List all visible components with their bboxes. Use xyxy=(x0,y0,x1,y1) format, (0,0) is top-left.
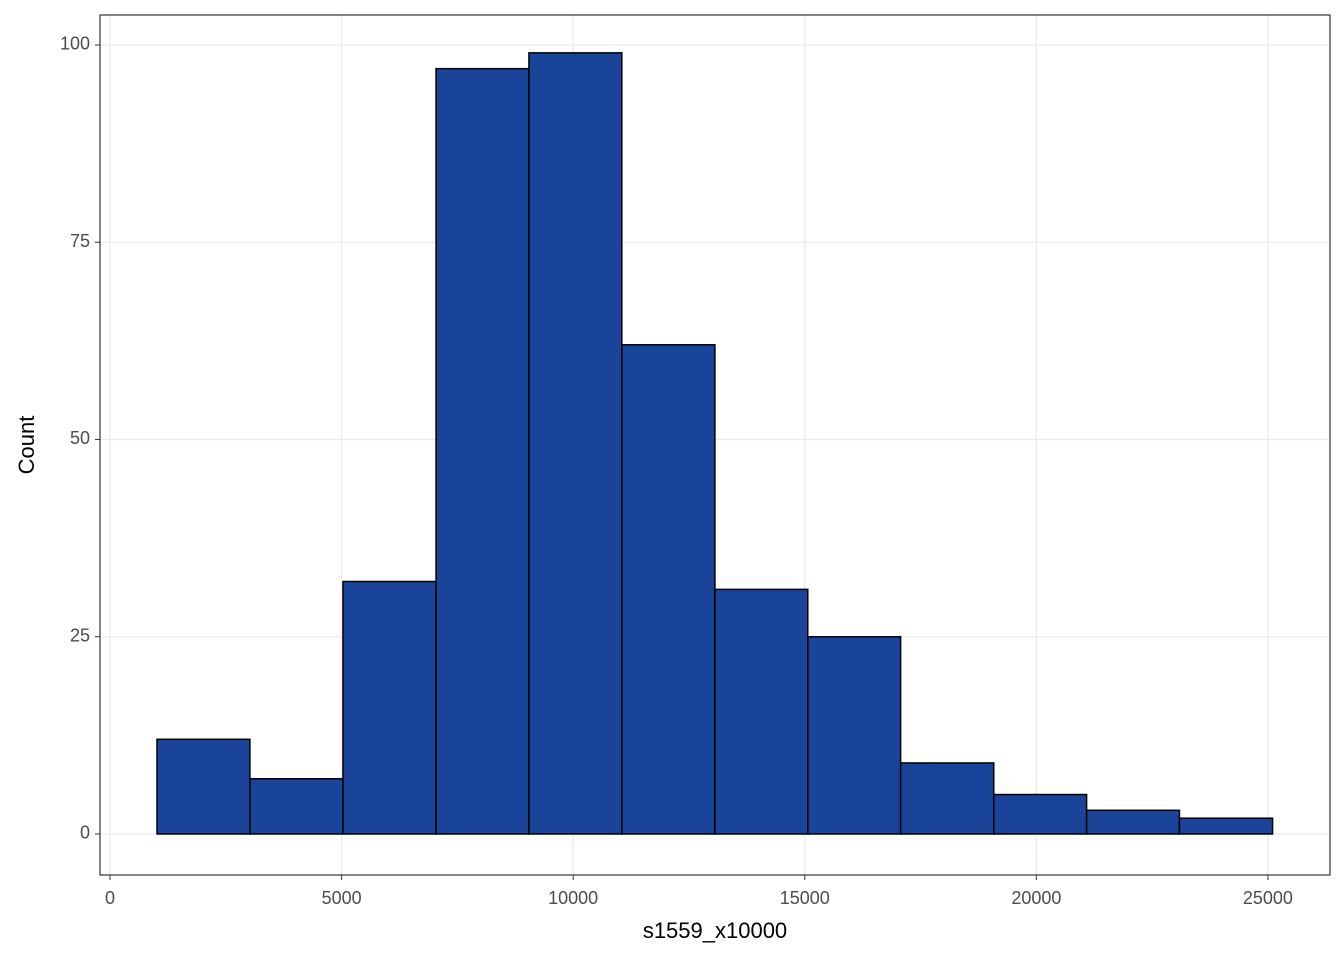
x-tick-label: 20000 xyxy=(1011,888,1061,908)
x-tick-label: 0 xyxy=(105,888,115,908)
y-tick-label: 75 xyxy=(70,231,90,251)
bar xyxy=(1178,817,1274,835)
bar xyxy=(342,580,437,835)
bar xyxy=(807,635,902,835)
bar xyxy=(528,52,623,835)
panel-border xyxy=(99,14,1331,876)
bar xyxy=(621,344,716,835)
x-tick-label: 10000 xyxy=(548,888,598,908)
x-tick-label: 15000 xyxy=(780,888,830,908)
bar xyxy=(714,588,809,835)
bar xyxy=(899,762,995,835)
y-axis-title: Count xyxy=(14,416,39,475)
x-axis-title: s1559_x10000 xyxy=(643,918,787,943)
y-tick-label: 0 xyxy=(80,823,90,843)
bar xyxy=(156,738,251,835)
bar xyxy=(249,777,344,835)
y-tick-label: 50 xyxy=(70,428,90,448)
bar xyxy=(1085,809,1181,835)
x-tick-label: 5000 xyxy=(322,888,362,908)
bar xyxy=(435,67,530,835)
y-tick-label: 100 xyxy=(60,34,90,54)
bar xyxy=(992,793,1088,835)
x-tick-label: 25000 xyxy=(1243,888,1293,908)
bars xyxy=(156,52,1274,835)
y-tick-label: 25 xyxy=(70,625,90,645)
